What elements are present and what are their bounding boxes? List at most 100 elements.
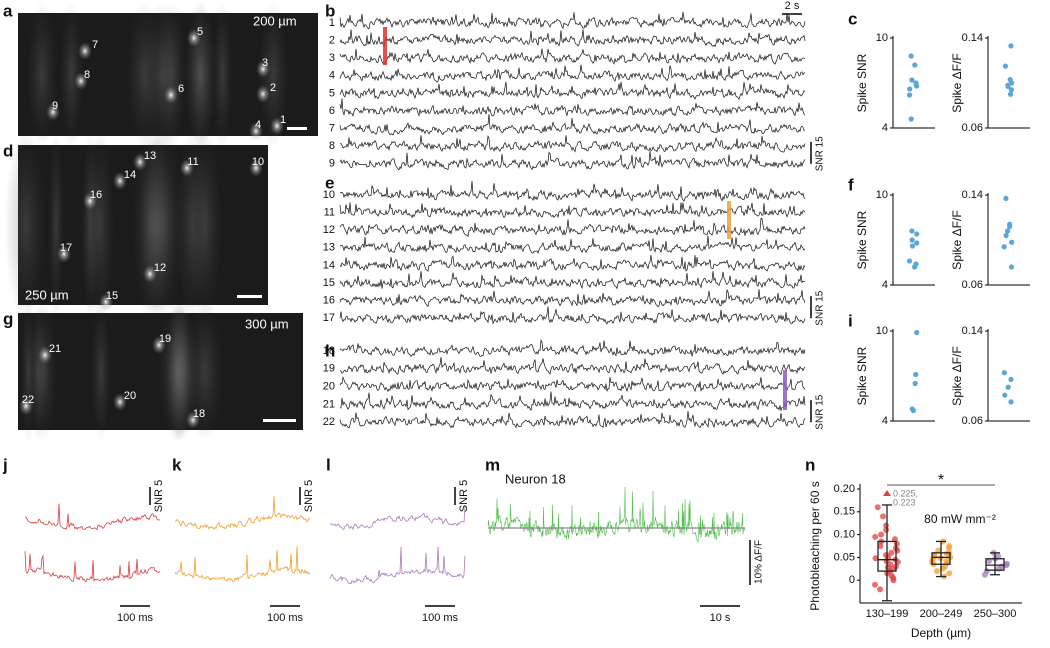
- neuron-soma: [78, 42, 92, 60]
- haze: [31, 301, 57, 442]
- trace: [24, 503, 161, 531]
- panel-label: e: [325, 173, 334, 192]
- box: [877, 540, 897, 572]
- depth-label: 200 µm: [253, 13, 297, 28]
- trace-label: 5: [329, 87, 335, 99]
- trace: [174, 496, 311, 530]
- y-tick-label: 0.20: [834, 483, 855, 495]
- y-tick-label: 4: [882, 279, 888, 291]
- panel-label: d: [3, 141, 13, 160]
- y-tick-label: 4: [882, 122, 888, 134]
- point: [946, 570, 953, 577]
- neuron-label: 11: [187, 156, 198, 168]
- neuron-soma: [256, 85, 270, 103]
- neuron-label: 8: [84, 69, 90, 81]
- point: [872, 581, 879, 588]
- dot: [1002, 63, 1009, 69]
- dot: [1001, 370, 1007, 376]
- trace: [339, 98, 806, 117]
- neuron-label: 18: [193, 408, 205, 420]
- trace-label: 9: [329, 158, 335, 170]
- neuron-label: 2: [270, 82, 276, 94]
- haze: [90, 301, 112, 442]
- dot: [1003, 232, 1009, 239]
- point: [872, 555, 879, 562]
- y-axis-label: Photobleaching per 60 s: [808, 481, 822, 610]
- highlight: [727, 201, 731, 239]
- point: [891, 536, 898, 543]
- neuron-label: 21: [49, 343, 61, 355]
- neuron-label: 5: [197, 26, 203, 38]
- y-axis-label: Spike ΔF/F: [950, 53, 964, 112]
- trace-label: 17: [323, 312, 335, 324]
- trace: [339, 306, 806, 325]
- dot: [1003, 195, 1009, 201]
- scale-bar: [287, 127, 307, 130]
- panel-label: l: [326, 455, 331, 474]
- y-tick-label: 0.14: [962, 189, 983, 201]
- trace-label: 13: [323, 242, 335, 254]
- neuron-soma: [187, 29, 201, 47]
- panel-label: a: [3, 1, 13, 20]
- y-tick-label: 0.10: [834, 529, 855, 541]
- dot: [914, 240, 920, 246]
- haze: [188, 129, 223, 321]
- trace: [339, 271, 806, 290]
- trace-label: 10: [323, 189, 335, 201]
- trace-label: 14: [323, 259, 335, 271]
- panel-label: m: [485, 455, 500, 474]
- scale-label: 10% ΔF/F: [754, 540, 765, 584]
- box: [985, 558, 1005, 571]
- point: [945, 545, 952, 552]
- neuron-label: 15: [106, 290, 118, 302]
- scale-label: SNR 15: [815, 136, 826, 171]
- point: [878, 531, 885, 538]
- neuron-soma: [38, 346, 52, 364]
- box: [931, 552, 951, 565]
- neuron-soma: [152, 336, 166, 354]
- dot: [1008, 264, 1015, 270]
- trace-label: 12: [323, 224, 335, 236]
- trace: [339, 288, 806, 308]
- dot: [913, 83, 920, 89]
- y-tick-label: 0.14: [962, 325, 983, 337]
- trace: [339, 11, 806, 30]
- neuron-soma: [143, 265, 157, 283]
- trace-label: 16: [323, 295, 335, 307]
- trace: [339, 64, 806, 83]
- neuron-label: 12: [154, 262, 166, 274]
- haze: [48, 129, 65, 321]
- neuron-label: 7: [92, 39, 98, 51]
- point: [935, 547, 942, 554]
- trace-label: 22: [323, 416, 335, 428]
- panel-label: n: [805, 455, 815, 474]
- depth-label: 250 µm: [25, 287, 69, 302]
- dot: [1007, 223, 1013, 230]
- haze: [131, 129, 171, 321]
- neuron-label: 9: [52, 100, 58, 112]
- trace: [339, 134, 806, 153]
- scale-label: 100 ms: [267, 612, 304, 624]
- neuron-label: 14: [124, 169, 136, 181]
- y-tick-label: 10: [876, 32, 888, 44]
- panel-label: j: [2, 455, 8, 474]
- dot: [1008, 87, 1014, 93]
- neuron-soma: [133, 153, 147, 171]
- scale-label: 2 s: [785, 0, 800, 12]
- trace: [339, 254, 806, 272]
- point: [890, 577, 897, 584]
- dot: [912, 264, 918, 270]
- trace-label: 18: [323, 345, 335, 357]
- trace-title: Neuron 18: [505, 471, 566, 486]
- trace: [339, 339, 806, 358]
- dot: [909, 77, 915, 83]
- trace: [329, 546, 466, 584]
- scale-label: 100 ms: [422, 612, 459, 624]
- trace-label: 3: [329, 52, 335, 64]
- dot: [907, 86, 913, 92]
- haze: [4, 129, 47, 321]
- trace: [339, 48, 806, 65]
- dot: [908, 116, 914, 122]
- scale-label: 10 s: [710, 612, 731, 624]
